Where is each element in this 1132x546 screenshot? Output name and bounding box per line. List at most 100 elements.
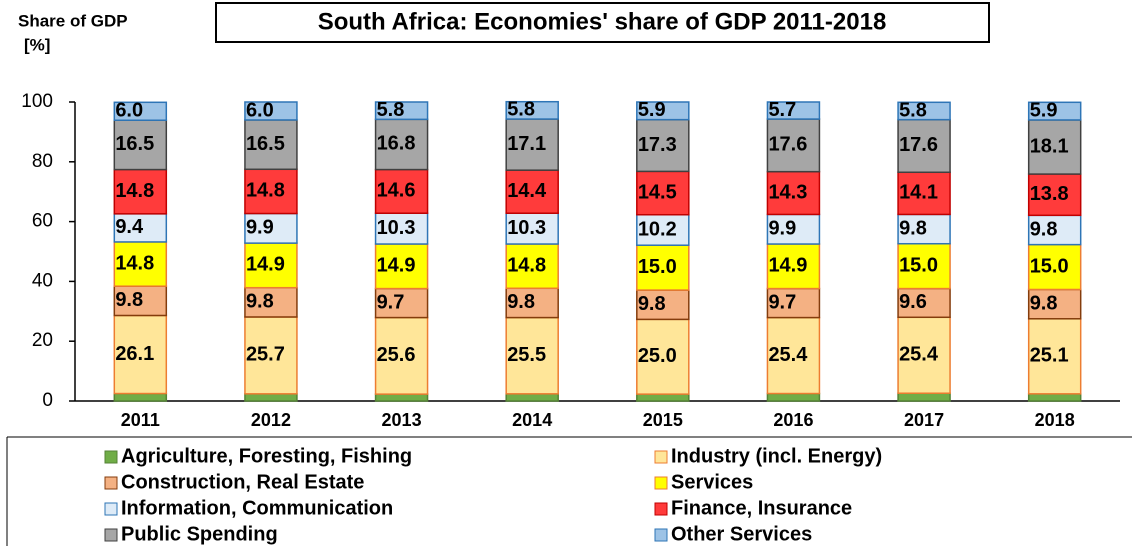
y-tick-label: 80 [32, 151, 53, 172]
legend-swatch [654, 476, 668, 490]
y-axis-label: [%] [24, 35, 50, 54]
data-label: 16.5 [115, 133, 154, 155]
bar-segment [766, 243, 821, 290]
data-label: 25.6 [377, 344, 416, 366]
bar-segment [244, 242, 298, 289]
x-tick-label: 2015 [643, 410, 683, 430]
bar-segment [113, 285, 168, 317]
data-label: 15.0 [638, 256, 677, 278]
data-label: 9.9 [246, 217, 274, 239]
legend-label: Agriculture, Foresting, Fishing [121, 445, 412, 467]
data-label: 14.1 [899, 182, 938, 204]
data-label: 9.8 [115, 289, 143, 311]
data-label: 17.6 [768, 134, 807, 156]
data-label: 5.8 [377, 99, 405, 121]
data-label: 6.0 [246, 99, 274, 121]
data-label: 5.7 [768, 99, 796, 121]
data-label: 16.8 [377, 133, 416, 155]
x-tick-label: 2017 [904, 410, 944, 430]
legend-label: Other Services [671, 523, 812, 545]
title-box [215, 2, 990, 43]
x-tick-label: 2012 [251, 410, 291, 430]
data-label: 14.9 [768, 255, 807, 277]
legend-swatch [104, 502, 118, 516]
legend-label: Construction, Real Estate [121, 471, 364, 493]
legend-label: Public Spending [121, 523, 278, 545]
data-label: 14.9 [246, 254, 285, 276]
data-label: 9.7 [377, 291, 405, 313]
legend-swatch [104, 476, 118, 490]
data-label: 9.4 [115, 216, 144, 238]
data-label: 9.8 [1030, 292, 1058, 314]
data-label: 9.7 [768, 291, 796, 313]
data-label: 9.8 [507, 291, 535, 313]
data-label: 14.8 [507, 254, 546, 276]
bar-segment [1027, 119, 1082, 175]
bar-segment [636, 289, 690, 321]
y-tick-label: 20 [32, 330, 53, 351]
data-label: 25.4 [768, 344, 808, 366]
legend-swatch [654, 528, 668, 542]
data-label: 25.4 [899, 344, 939, 366]
x-tick-label: 2013 [382, 410, 422, 430]
x-tick-label: 2018 [1035, 410, 1075, 430]
data-label: 14.3 [768, 181, 807, 203]
bar-segment [505, 316, 559, 395]
bar-segment [766, 101, 821, 120]
legend-swatch [104, 450, 118, 464]
legend-label: Finance, Insurance [671, 497, 852, 519]
data-label: 26.1 [115, 343, 154, 365]
x-tick-label: 2011 [121, 410, 160, 430]
bar-segment [1027, 101, 1082, 121]
legend-swatch [104, 528, 118, 542]
data-label: 6.0 [115, 100, 143, 122]
bar-segment [113, 119, 168, 171]
data-label: 9.9 [768, 218, 796, 240]
data-label: 14.8 [246, 180, 285, 202]
y-tick-label: 60 [32, 211, 53, 232]
bar-segment [505, 169, 559, 214]
bar-segment [636, 101, 690, 121]
data-label: 25.1 [1030, 345, 1069, 367]
x-tick-label: 2014 [512, 410, 552, 430]
bar-segment [505, 100, 559, 120]
bar-segment [244, 101, 298, 121]
data-label: 16.5 [246, 133, 285, 155]
data-label: 25.7 [246, 344, 285, 366]
data-label: 25.0 [638, 345, 677, 367]
bar-segment [636, 118, 690, 173]
bar-segment [897, 101, 951, 121]
y-axis-label: Share of GDP [18, 11, 128, 30]
data-label: 14.8 [115, 180, 154, 202]
bar-segment [244, 316, 298, 395]
data-label: 14.5 [638, 181, 677, 203]
data-label: 10.3 [377, 217, 416, 239]
bar-segment [897, 242, 951, 290]
bar-segment [505, 243, 559, 290]
data-label: 14.8 [115, 252, 154, 274]
data-label: 14.4 [507, 180, 547, 202]
data-label: 15.0 [899, 254, 938, 276]
data-label: 5.9 [1030, 99, 1058, 121]
data-label: 5.8 [507, 99, 535, 121]
bar-segment [244, 119, 298, 171]
bar-segment [505, 287, 559, 319]
x-tick-label: 2016 [773, 410, 813, 430]
data-label: 17.1 [507, 133, 546, 155]
bar-segment [505, 118, 559, 171]
data-label: 5.8 [899, 99, 927, 121]
data-label: 9.8 [638, 293, 666, 315]
data-label: 10.3 [507, 217, 546, 239]
data-label: 13.8 [1030, 183, 1069, 205]
bar-segment [374, 316, 429, 395]
bar-segment [113, 213, 168, 243]
data-label: 25.5 [507, 344, 546, 366]
bar-segment [244, 212, 298, 244]
bar-segment [636, 244, 690, 291]
bar-segment [374, 168, 429, 214]
data-label: 15.0 [1030, 255, 1069, 277]
data-label: 9.8 [246, 291, 274, 313]
data-label: 17.6 [899, 134, 938, 156]
data-label: 9.8 [1030, 218, 1058, 240]
